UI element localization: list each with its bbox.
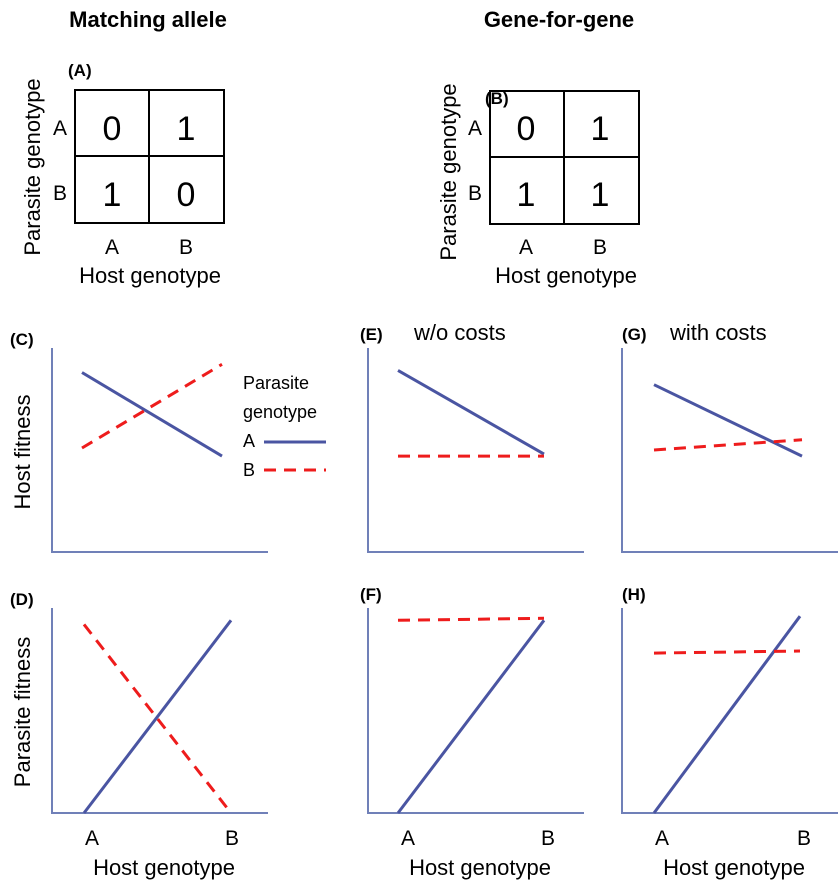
chart-panel-f: (F) A B Host genotype <box>360 585 584 880</box>
panel-label: (C) <box>10 330 34 349</box>
matrix-b-col-label-a: A <box>519 236 533 259</box>
matrix-b-cell-ab: 1 <box>591 110 610 148</box>
series-line-a <box>81 371 223 458</box>
tick-label-b: B <box>797 827 811 850</box>
panel-label: (F) <box>360 585 382 604</box>
x-axis-label: Host genotype <box>409 855 551 880</box>
matrix-a-row-label-a: A <box>53 117 67 140</box>
series-line-a <box>396 619 546 814</box>
series-line-b <box>653 649 801 655</box>
legend-title-line2: genotype <box>243 402 317 422</box>
series-line-a <box>82 619 233 814</box>
series-line-a <box>652 615 802 814</box>
matrix-a-cell-ab: 1 <box>177 110 196 148</box>
panel-label: (E) <box>360 325 383 344</box>
chart-panel-d: (D) A B Host genotype <box>10 590 268 880</box>
chart-panel-e: (E) w/o costs <box>360 320 584 553</box>
matrix-b: (B) Parasite genotype A B 0 1 1 1 A B Ho… <box>436 83 640 288</box>
x-axis-label: Host genotype <box>93 855 235 880</box>
matrix-b-cell-aa: 0 <box>517 110 536 148</box>
matrix-b-y-label: Parasite genotype <box>436 83 461 260</box>
matrix-b-row-label-b: B <box>468 182 482 205</box>
matrix-a-row-label-b: B <box>53 182 67 205</box>
matrix-b-col-label-b: B <box>593 236 607 259</box>
series-line-a <box>397 369 545 456</box>
matrix-a-cell-aa: 0 <box>103 110 122 148</box>
x-axis-label: Host genotype <box>663 855 805 880</box>
matrix-b-row-label-a: A <box>468 117 482 140</box>
chart-panel-h: (H) A B Host genotype <box>621 585 838 880</box>
series-line-b <box>397 616 545 622</box>
legend-title-line1: Parasite <box>243 373 309 393</box>
panel-subtitle: w/o costs <box>413 320 506 345</box>
series-line-b <box>653 438 803 452</box>
series-line-b <box>81 363 223 450</box>
chart-panel-c: (C) <box>10 330 268 553</box>
tick-label-a: A <box>401 827 415 850</box>
host-fitness-label: Host fitness <box>10 395 35 510</box>
matrix-a-col-label-a: A <box>105 236 119 259</box>
matrix-a-cell-bb: 0 <box>177 176 196 214</box>
title-gene-for-gene: Gene-for-gene <box>484 7 634 32</box>
matrix-b-cell-ba: 1 <box>517 176 536 214</box>
legend-entry-a: A <box>243 431 255 451</box>
matrix-a-col-label-b: B <box>179 236 193 259</box>
chart-panel-g: (G) with costs <box>621 320 838 553</box>
matrix-a-panel-label: (A) <box>68 61 92 80</box>
matrix-b-cell-bb: 1 <box>591 176 610 214</box>
panel-label: (G) <box>622 325 647 344</box>
panel-label: (H) <box>622 585 646 604</box>
matrix-b-x-label: Host genotype <box>495 263 637 288</box>
matrix-a-cell-ba: 1 <box>103 176 122 214</box>
matrix-a-x-label: Host genotype <box>79 263 221 288</box>
tick-label-b: B <box>225 827 239 850</box>
panel-subtitle: with costs <box>669 320 767 345</box>
tick-label-b: B <box>541 827 555 850</box>
tick-label-a: A <box>655 827 669 850</box>
legend-entry-b: B <box>243 460 255 480</box>
legend: Parasite genotype A B <box>243 373 326 480</box>
matrix-a: (A) Parasite genotype A B 0 1 1 0 A B Ho… <box>20 61 225 288</box>
parasite-fitness-label: Parasite fitness <box>10 637 35 787</box>
title-matching-allele: Matching allele <box>69 7 227 32</box>
panel-label: (D) <box>10 590 34 609</box>
series-line-a <box>653 383 803 458</box>
tick-label-a: A <box>85 827 99 850</box>
matrix-a-y-label: Parasite genotype <box>20 78 45 255</box>
